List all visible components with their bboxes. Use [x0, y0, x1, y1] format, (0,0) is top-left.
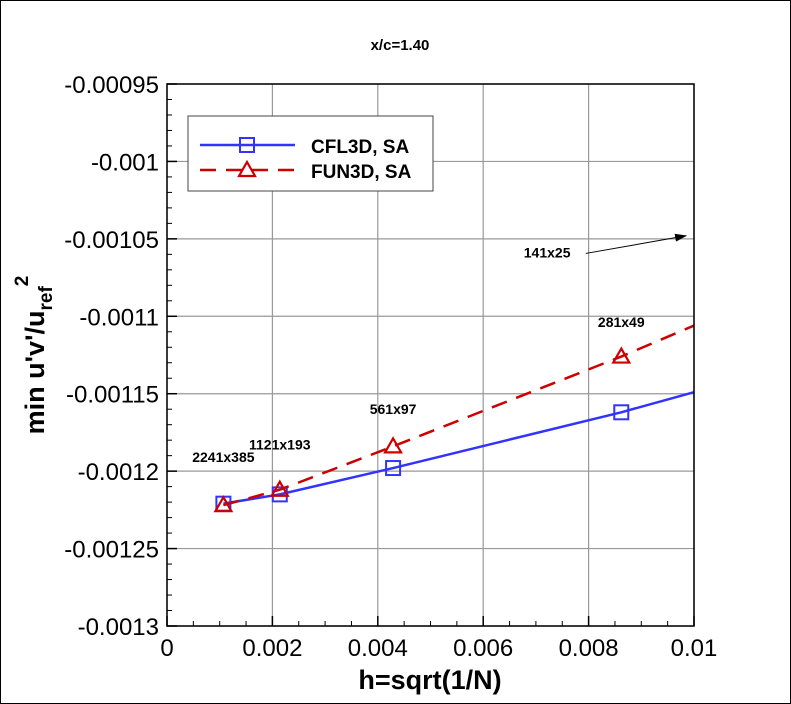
y-tick-label: -0.001 — [91, 149, 159, 176]
x-tick-label: 0.002 — [242, 635, 302, 662]
y-axis-label-superscript: 2 — [12, 276, 33, 287]
y-tick-label: -0.0013 — [78, 614, 159, 641]
annotation-label: 2241x385 — [192, 449, 255, 465]
y-axis-label-main: min u'v'/u — [20, 311, 50, 435]
y-tick-label: -0.00095 — [64, 72, 159, 99]
y-tick-label: -0.00105 — [64, 227, 159, 254]
annotation-label: 281x49 — [598, 314, 645, 330]
grid — [166, 83, 695, 627]
data-point-triangle — [269, 479, 290, 497]
series-line-fun3d-sa — [223, 324, 695, 507]
annotation-label: 141x25 — [524, 244, 571, 260]
chart-title: x/c=1.40 — [371, 37, 430, 54]
annotation-label: 561x97 — [370, 401, 417, 417]
x-tick-label: 0.01 — [671, 635, 718, 662]
series-layer — [213, 324, 695, 513]
annotation-arrow — [585, 233, 688, 254]
x-tick-label: 0.006 — [453, 635, 513, 662]
data-point-square — [385, 460, 402, 477]
data-point-square — [613, 404, 630, 421]
legend: CFL3D, SA FUN3D, SA — [187, 115, 434, 192]
annotation-label: 1121x193 — [249, 436, 311, 452]
x-tick-label: 0.008 — [559, 635, 619, 662]
legend-label: CFL3D, SA — [311, 137, 409, 158]
data-point-square — [239, 137, 255, 153]
y-axis-label-subscript: ref — [36, 286, 57, 311]
data-point-triangle — [383, 436, 403, 454]
legend-label: FUN3D, SA — [311, 162, 412, 183]
svg-text:min u'v'/uref2: min u'v'/uref2 — [12, 276, 57, 435]
data-point-triangle — [213, 494, 234, 513]
legend-box — [187, 115, 434, 192]
y-tick-label: -0.00115 — [66, 382, 159, 409]
y-tick-label: -0.00125 — [64, 537, 159, 564]
ticks: 0 0.002 0.004 0.006 0.008 0.01 -0.00095 -0.001 -… — [64, 72, 717, 662]
data-point-triangle — [611, 346, 632, 364]
y-tick-label: -0.0011 — [79, 304, 159, 331]
x-axis-label: h=sqrt(1/N) — [358, 665, 501, 695]
y-tick-label: -0.0012 — [78, 459, 159, 486]
data-point-triangle — [237, 159, 257, 178]
y-axis-label: min u'v'/uref2 — [12, 276, 57, 435]
x-tick-label: 0 — [160, 635, 173, 662]
x-tick-label: 0.004 — [348, 635, 408, 662]
series-line-cfl3d-sa — [223, 390, 695, 505]
